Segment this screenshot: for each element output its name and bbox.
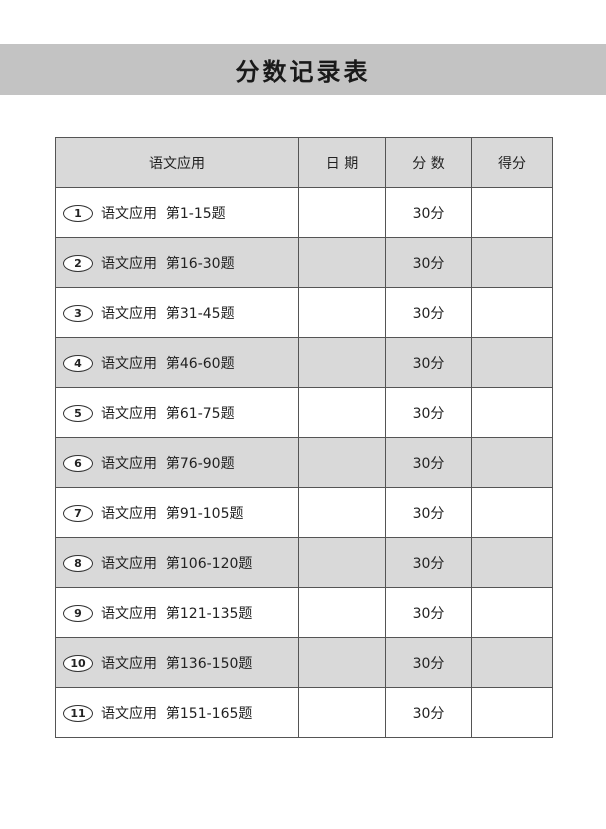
number-badge: 4 [63, 355, 93, 372]
table-row: 2 语文应用 第16-30题 30分 [55, 237, 553, 288]
header-score: 分 数 [385, 137, 472, 188]
number-badge: 1 [63, 205, 93, 222]
date-cell[interactable] [298, 287, 386, 338]
date-cell[interactable] [298, 237, 386, 288]
item-cell: 6 语文应用 第76-90题 [55, 437, 299, 488]
score-cell: 30分 [385, 237, 472, 288]
table-row: 7 语文应用 第91-105题 30分 [55, 487, 553, 538]
item-label: 语文应用 第1-15题 [101, 205, 226, 222]
earned-cell[interactable] [471, 187, 553, 238]
item-label: 语文应用 第46-60题 [101, 355, 235, 372]
table-row: 5 语文应用 第61-75题 30分 [55, 387, 553, 438]
earned-cell[interactable] [471, 337, 553, 388]
item-cell: 3 语文应用 第31-45题 [55, 287, 299, 338]
earned-cell[interactable] [471, 287, 553, 338]
score-cell: 30分 [385, 187, 472, 238]
title-banner: 分数记录表 [0, 44, 606, 95]
item-cell: 4 语文应用 第46-60题 [55, 337, 299, 388]
item-label: 语文应用 第121-135题 [101, 605, 253, 622]
score-cell: 30分 [385, 387, 472, 438]
number-badge: 9 [63, 605, 93, 622]
item-label: 语文应用 第76-90题 [101, 455, 235, 472]
table-row: 11 语文应用 第151-165题 30分 [55, 687, 553, 738]
item-label: 语文应用 第91-105题 [101, 505, 244, 522]
score-table: 语文应用 日 期 分 数 得分 1 语文应用 第1-15题 30分 2 语文应用 第16… [55, 137, 553, 738]
table-row: 4 语文应用 第46-60题 30分 [55, 337, 553, 388]
table-row: 9 语文应用 第121-135题 30分 [55, 587, 553, 638]
date-cell[interactable] [298, 337, 386, 388]
earned-cell[interactable] [471, 587, 553, 638]
date-cell[interactable] [298, 537, 386, 588]
earned-cell[interactable] [471, 437, 553, 488]
score-cell: 30分 [385, 487, 472, 538]
score-cell: 30分 [385, 587, 472, 638]
number-badge: 2 [63, 255, 93, 272]
number-badge: 10 [63, 655, 93, 672]
item-label: 语文应用 第31-45题 [101, 305, 235, 322]
earned-cell[interactable] [471, 387, 553, 438]
page-title: 分数记录表 [235, 57, 371, 86]
score-cell: 30分 [385, 287, 472, 338]
score-cell: 30分 [385, 687, 472, 738]
date-cell[interactable] [298, 187, 386, 238]
number-badge: 5 [63, 405, 93, 422]
table-row: 3 语文应用 第31-45题 30分 [55, 287, 553, 338]
item-label: 语文应用 第61-75题 [101, 405, 235, 422]
table-row: 1 语文应用 第1-15题 30分 [55, 187, 553, 238]
number-badge: 3 [63, 305, 93, 322]
date-cell[interactable] [298, 437, 386, 488]
score-cell: 30分 [385, 437, 472, 488]
earned-cell[interactable] [471, 487, 553, 538]
earned-cell[interactable] [471, 537, 553, 588]
earned-cell[interactable] [471, 637, 553, 688]
item-cell: 2 语文应用 第16-30题 [55, 237, 299, 288]
item-cell: 7 语文应用 第91-105题 [55, 487, 299, 538]
item-cell: 8 语文应用 第106-120题 [55, 537, 299, 588]
item-label: 语文应用 第106-120题 [101, 555, 253, 572]
date-cell[interactable] [298, 687, 386, 738]
date-cell[interactable] [298, 637, 386, 688]
header-earned: 得分 [471, 137, 553, 188]
date-cell[interactable] [298, 487, 386, 538]
number-badge: 11 [63, 705, 93, 722]
number-badge: 7 [63, 505, 93, 522]
item-cell: 10 语文应用 第136-150题 [55, 637, 299, 688]
date-cell[interactable] [298, 587, 386, 638]
table-row: 6 语文应用 第76-90题 30分 [55, 437, 553, 488]
earned-cell[interactable] [471, 687, 553, 738]
header-date: 日 期 [298, 137, 386, 188]
item-cell: 11 语文应用 第151-165题 [55, 687, 299, 738]
score-cell: 30分 [385, 637, 472, 688]
item-cell: 5 语文应用 第61-75题 [55, 387, 299, 438]
score-cell: 30分 [385, 537, 472, 588]
item-label: 语文应用 第136-150题 [101, 655, 253, 672]
table-row: 8 语文应用 第106-120题 30分 [55, 537, 553, 588]
date-cell[interactable] [298, 387, 386, 438]
earned-cell[interactable] [471, 237, 553, 288]
item-label: 语文应用 第151-165题 [101, 705, 253, 722]
number-badge: 8 [63, 555, 93, 572]
item-label: 语文应用 第16-30题 [101, 255, 235, 272]
item-cell: 9 语文应用 第121-135题 [55, 587, 299, 638]
table-header: 语文应用 日 期 分 数 得分 [55, 137, 553, 188]
number-badge: 6 [63, 455, 93, 472]
header-item: 语文应用 [55, 137, 299, 188]
score-cell: 30分 [385, 337, 472, 388]
table-row: 10 语文应用 第136-150题 30分 [55, 637, 553, 688]
item-cell: 1 语文应用 第1-15题 [55, 187, 299, 238]
